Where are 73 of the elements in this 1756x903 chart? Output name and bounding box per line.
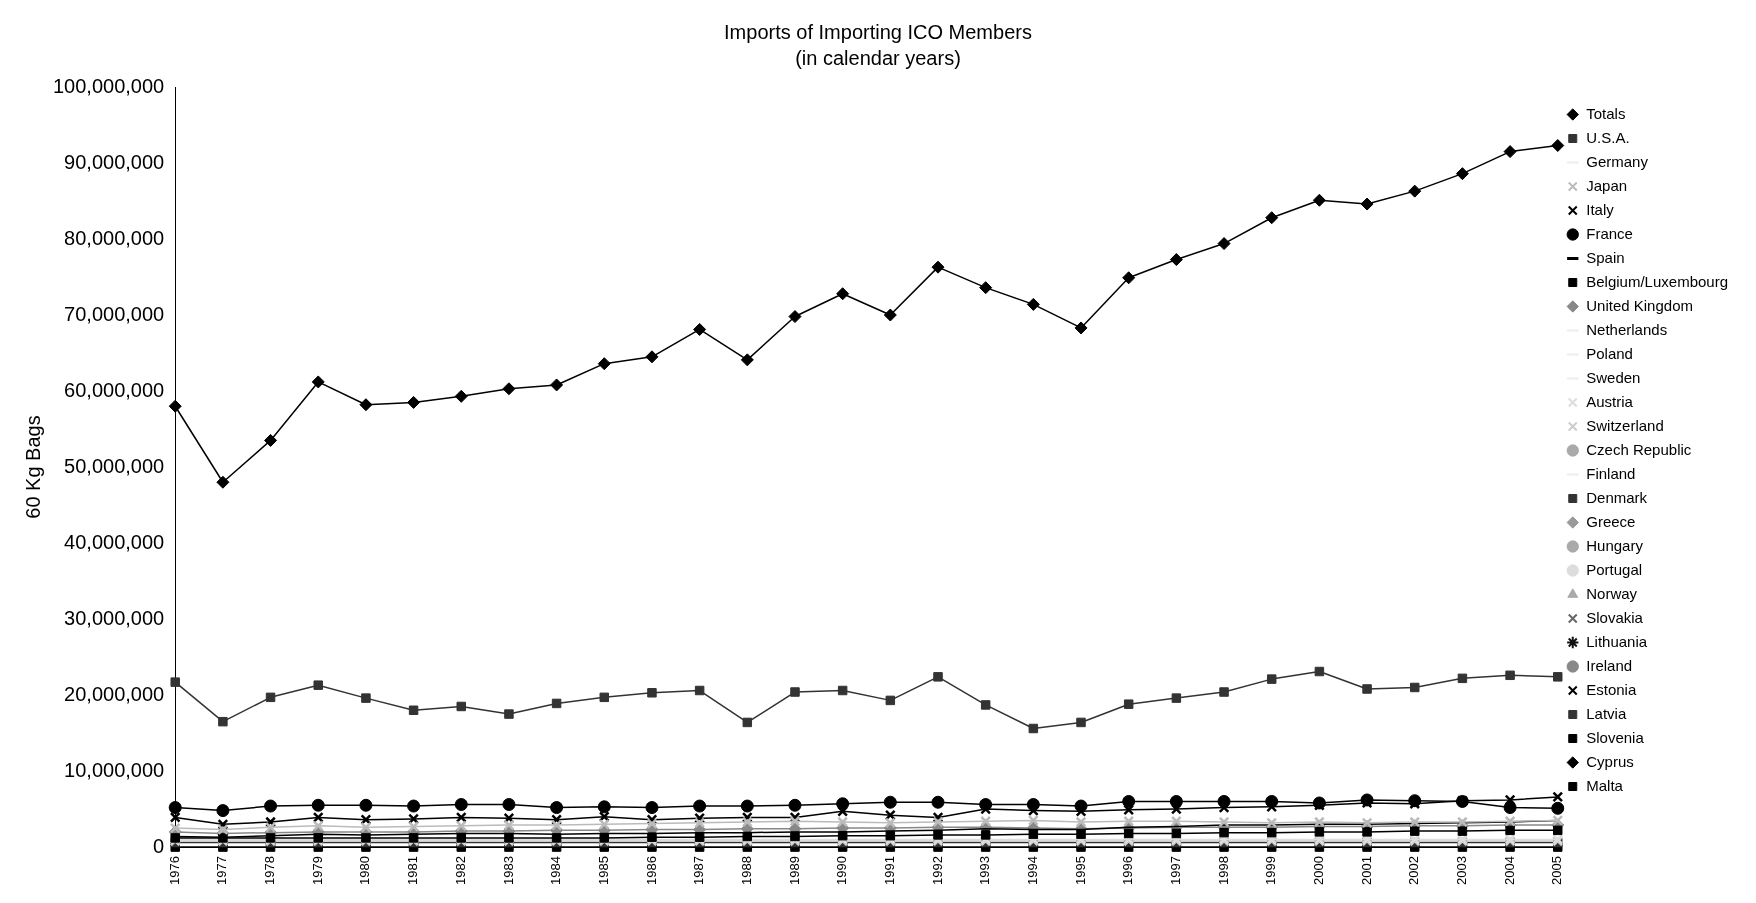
y-tick-label: 30,000,000 (64, 606, 165, 629)
chart-title: Imports of Importing ICO Members (724, 20, 1032, 43)
legend-label: Czech Republic (1586, 440, 1692, 458)
legend-label: Ireland (1586, 656, 1633, 674)
legend-label: Poland (1586, 344, 1633, 362)
legend-label: Austria (1586, 392, 1634, 410)
y-tick-label: 80,000,000 (64, 226, 165, 249)
x-tick-label: 1998 (1215, 856, 1231, 885)
x-tick-label: 1983 (500, 856, 516, 885)
legend-label: Finland (1586, 464, 1636, 482)
legend-label: Netherlands (1586, 320, 1668, 338)
x-tick-label: 1996 (1120, 856, 1136, 885)
legend-label: Belgium/Luxembourg (1586, 272, 1728, 290)
x-tick-label: 1981 (405, 856, 421, 885)
y-tick-label: 70,000,000 (64, 302, 165, 325)
x-tick-label: 2004 (1501, 856, 1517, 885)
x-tick-label: 1985 (595, 856, 611, 885)
x-tick-label: 1986 (643, 856, 659, 885)
x-tick-label: 1999 (1263, 856, 1279, 885)
x-tick-label: 1979 (309, 856, 325, 885)
x-tick-label: 1991 (881, 856, 897, 885)
x-tick-label: 1984 (548, 856, 564, 885)
legend-label: Totals (1586, 104, 1626, 122)
x-tick-label: 1995 (1072, 856, 1088, 885)
x-tick-label: 1992 (929, 856, 945, 885)
legend-label: Lithuania (1586, 632, 1648, 650)
legend-label: Portugal (1586, 560, 1643, 578)
x-tick-label: 1977 (214, 856, 230, 885)
x-tick-label: 1994 (1024, 856, 1040, 885)
legend-label: United Kingdom (1586, 296, 1693, 314)
x-tick-label: 1989 (786, 856, 802, 885)
y-tick-label: 10,000,000 (64, 758, 165, 781)
x-tick-label: 1978 (262, 856, 278, 885)
legend-label: Cyprus (1586, 752, 1634, 770)
y-tick-label: 60,000,000 (64, 378, 165, 401)
legend-label: France (1586, 224, 1633, 242)
legend-label: Hungary (1586, 536, 1644, 554)
x-tick-label: 2000 (1310, 856, 1326, 885)
y-tick-label: 90,000,000 (64, 150, 165, 173)
legend-label: Norway (1586, 584, 1638, 602)
legend-label: Spain (1586, 248, 1625, 266)
chart-subtitle: (in calendar years) (795, 46, 961, 69)
legend-label: Greece (1586, 512, 1636, 530)
x-tick-label: 2001 (1358, 856, 1374, 885)
y-axis-title: 60 Kg Bags (21, 415, 44, 519)
legend-label: Slovakia (1586, 608, 1644, 626)
x-tick-label: 1982 (452, 856, 468, 885)
x-tick-label: 1997 (1167, 856, 1183, 885)
legend-label: Switzerland (1586, 416, 1664, 434)
x-tick-label: 1980 (357, 856, 373, 885)
legend-label: U.S.A. (1586, 128, 1630, 146)
y-tick-label: 20,000,000 (64, 682, 165, 705)
x-tick-label: 2002 (1406, 856, 1422, 885)
x-tick-label: 2005 (1549, 856, 1565, 885)
legend-label: Germany (1586, 152, 1649, 170)
x-tick-label: 1990 (834, 856, 850, 885)
legend-label: Italy (1586, 200, 1615, 218)
y-tick-label: 100,000,000 (52, 74, 165, 97)
y-tick-label: 50,000,000 (64, 454, 165, 477)
x-tick-label: 1988 (738, 856, 754, 885)
x-tick-label: 1976 (166, 856, 182, 885)
x-tick-label: 2003 (1453, 856, 1469, 885)
legend-label: Slovenia (1586, 728, 1645, 746)
y-tick-label: 40,000,000 (64, 530, 165, 553)
legend-label: Malta (1586, 776, 1624, 794)
legend-label: Japan (1586, 176, 1628, 194)
y-tick-label: 0 (153, 834, 165, 857)
x-tick-label: 1993 (977, 856, 993, 885)
legend-label: Denmark (1586, 488, 1648, 506)
legend-label: Sweden (1586, 368, 1641, 386)
x-tick-label: 1987 (691, 856, 707, 885)
legend-label: Estonia (1586, 680, 1637, 698)
legend-label: Latvia (1586, 704, 1627, 722)
